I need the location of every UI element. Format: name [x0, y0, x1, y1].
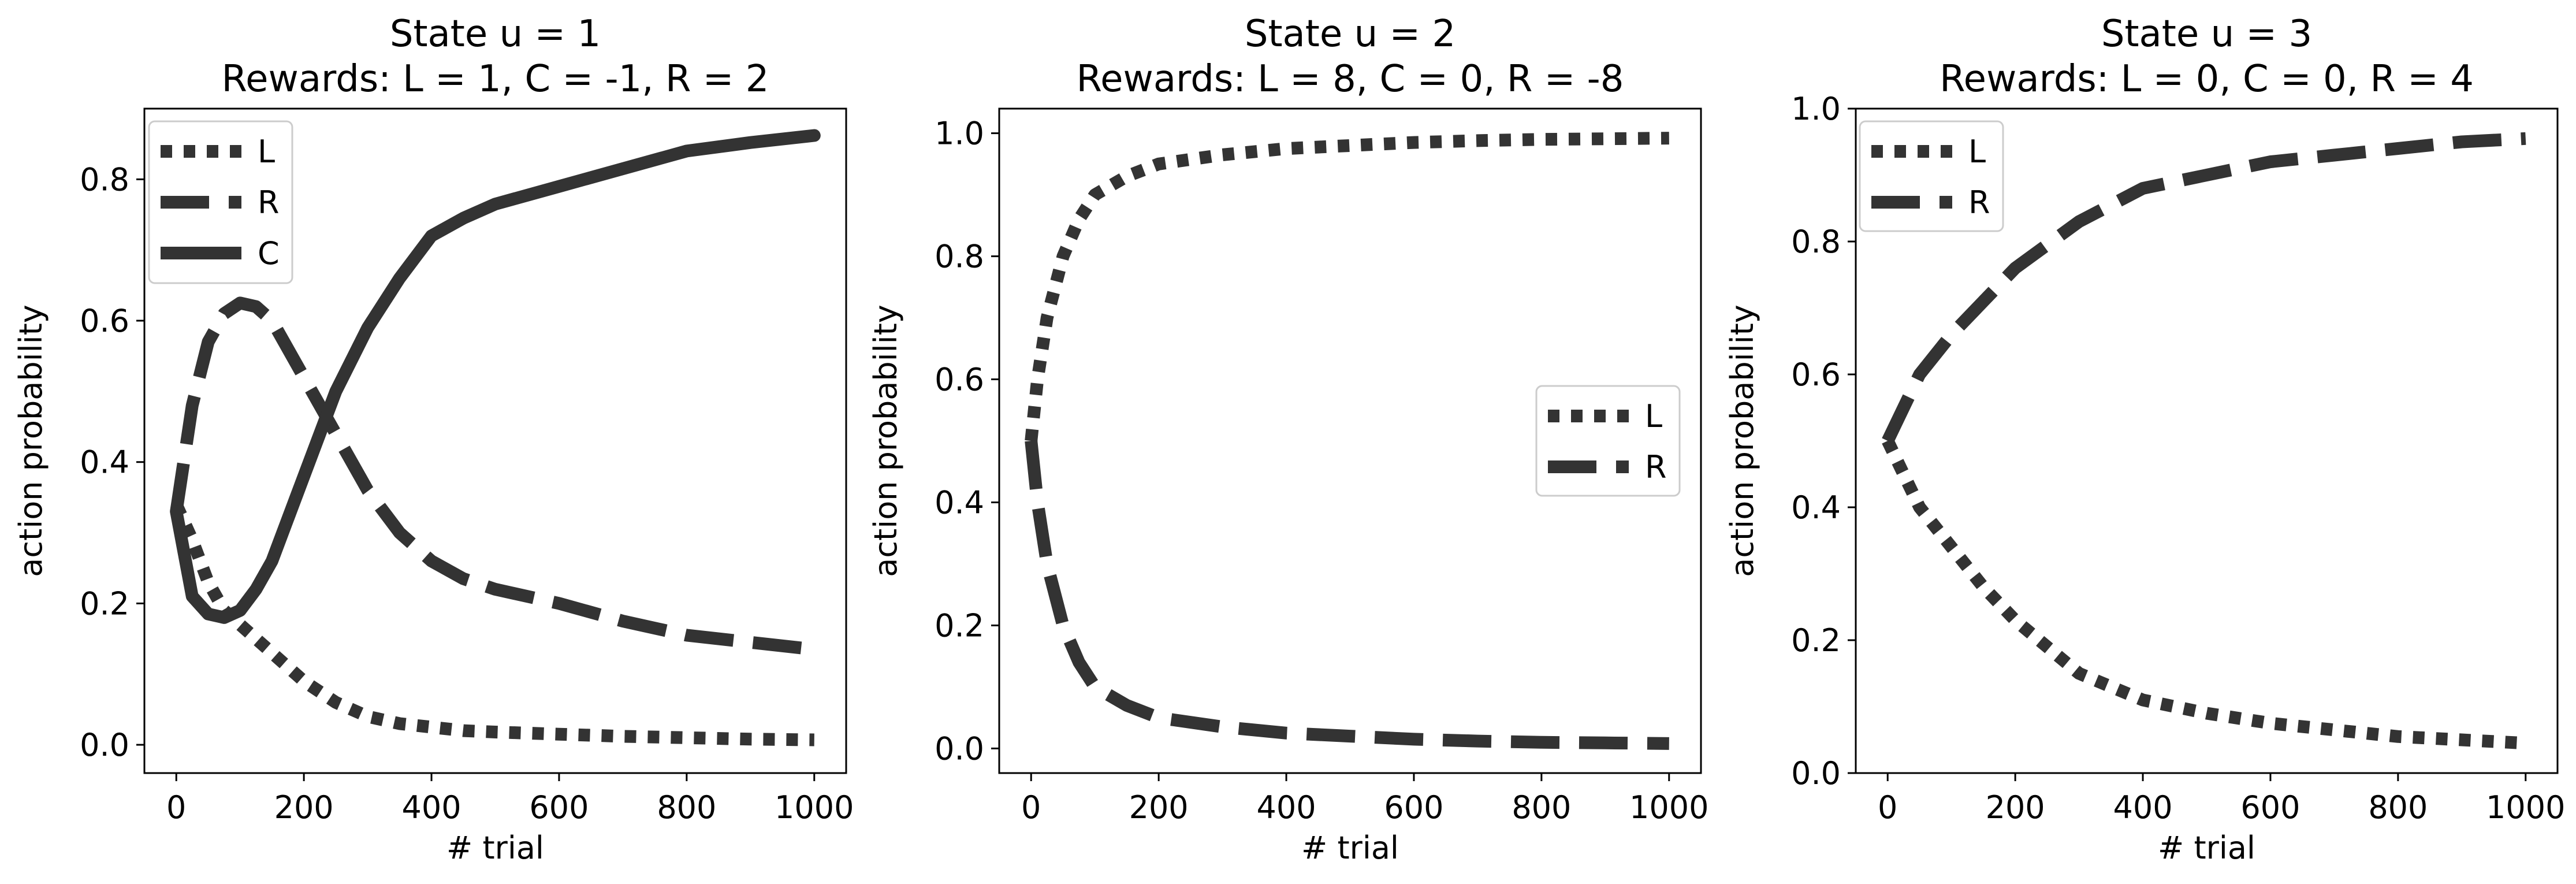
x-tick-label: 400 [2113, 789, 2173, 826]
series-line-L [1025, 132, 1669, 442]
plot-frame [1855, 107, 2559, 774]
chart-subtitle: Rewards: L = 1, C = -1, R = 2 [222, 58, 769, 101]
series-line-R [1882, 132, 2526, 444]
x-tick-label: 200 [1129, 789, 1189, 826]
legend-label-R: R [258, 184, 280, 221]
y-tick-label: 0.0 [935, 730, 984, 767]
y-tick-label: 0.4 [80, 444, 129, 481]
y-tick-label: 0.6 [935, 362, 984, 398]
x-axis-label: # trial [1301, 830, 1399, 866]
series-line-L [170, 502, 814, 746]
chart-title: State u = 3 [2101, 13, 2312, 55]
x-tick-label: 0 [166, 789, 186, 826]
x-tick-label: 1000 [1629, 789, 1708, 826]
y-tick-label: 0.4 [935, 484, 984, 521]
y-tick-label: 0.8 [1791, 224, 1841, 260]
y-tick-label: 0.0 [1791, 755, 1841, 792]
chart-subtitle: Rewards: L = 0, C = 0, R = 4 [1940, 58, 2474, 101]
y-tick-label: 0.2 [935, 607, 984, 644]
series-line-L [1882, 438, 2526, 750]
legend-label-C: C [258, 235, 280, 272]
y-tick-label: 0.6 [1791, 356, 1841, 393]
y-tick-label: 0.8 [80, 161, 129, 198]
x-tick-label: 800 [2368, 789, 2428, 826]
x-tick-label: 600 [1384, 789, 1443, 826]
series-line-R [1025, 440, 1669, 750]
x-tick-label: 200 [274, 789, 334, 826]
x-tick-label: 1000 [2486, 789, 2565, 826]
x-tick-label: 200 [1986, 789, 2045, 826]
x-tick-label: 400 [402, 789, 461, 826]
x-tick-label: 0 [1021, 789, 1041, 826]
y-tick-label: 0.4 [1791, 489, 1841, 526]
x-tick-label: 400 [1257, 789, 1316, 826]
series-line-R [170, 296, 816, 656]
legend-label-L: L [1968, 133, 1986, 170]
chart-title: State u = 1 [390, 13, 601, 55]
x-axis-label: # trial [2158, 830, 2255, 866]
legend-label-R: R [1968, 184, 1990, 221]
y-tick-label: 0.0 [80, 727, 129, 763]
legend: LR [1535, 385, 1681, 497]
y-tick-label: 1.0 [935, 116, 984, 152]
y-axis-label: action probability [13, 304, 49, 577]
y-tick-label: 0.6 [80, 303, 129, 339]
y-tick-label: 0.2 [1791, 622, 1841, 659]
x-tick-label: 800 [1512, 789, 1571, 826]
chart-subtitle: Rewards: L = 8, C = 0, R = -8 [1077, 58, 1624, 101]
legend: LR [1859, 120, 2004, 232]
y-tick-label: 0.8 [935, 239, 984, 275]
x-tick-label: 0 [1878, 789, 1897, 826]
series-line-C [170, 129, 821, 624]
x-axis-label: # trial [446, 830, 544, 866]
legend-label-R: R [1645, 449, 1667, 485]
chart-title: State u = 2 [1245, 13, 1455, 55]
plot-frame [998, 107, 1702, 774]
x-tick-label: 1000 [775, 789, 854, 826]
plot-frame [143, 107, 847, 774]
y-tick-label: 1.0 [1791, 91, 1841, 127]
y-axis-label: action probability [1724, 304, 1760, 577]
y-tick-label: 0.2 [80, 585, 129, 622]
y-axis-label: action probability [868, 304, 904, 577]
legend: LRC [148, 120, 293, 284]
x-tick-label: 600 [2240, 789, 2300, 826]
x-tick-label: 600 [529, 789, 589, 826]
x-tick-label: 800 [657, 789, 716, 826]
legend-box [148, 120, 293, 284]
legend-label-L: L [258, 133, 275, 170]
legend-label-L: L [1645, 398, 1662, 434]
